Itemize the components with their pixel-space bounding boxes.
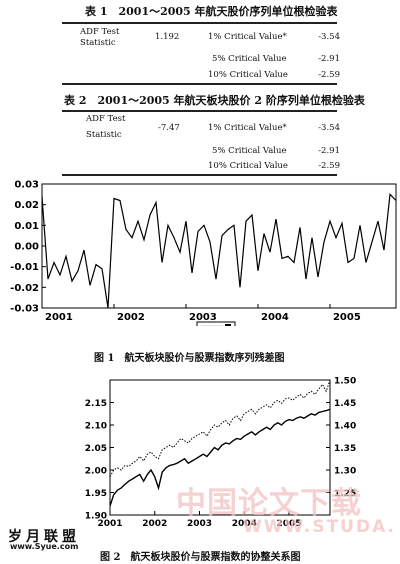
cointegration-chart: 2.15 2.10 2.05 2.00 1.95 1.90 1.50 1.45 1.40 1.35… [85,377,356,530]
x-tick-label: 2004 [232,519,257,529]
table2-row-2-value: -2.91 [318,146,340,156]
x-tick-label: 2002 [117,312,145,323]
x-tick-label: 2005 [333,312,361,323]
legend-marker [225,324,231,326]
x-tick-label: 2003 [187,519,212,529]
figure1-caption: 图 1 航天板块股价与股票指数序列残差图 [94,353,285,364]
table1-row-3-value: -2.59 [318,70,340,80]
right-y-tick-label: 1.25 [334,489,356,499]
table1-row-2-value: -2.91 [318,54,340,64]
table1-top-rule [62,22,337,24]
table1-row-2-label: 5% Critical Value [212,54,287,64]
left-y-tick-label: 2.10 [85,422,107,432]
left-y-tick-label: 1.90 [85,512,107,522]
table1-bottom-rule [62,83,337,85]
table2-stat-label-1: ADF Test [86,114,126,124]
y-tick-label: 0.01 [14,221,39,232]
table2-bottom-rule [62,174,337,176]
left-y-tick-label: 2.05 [85,444,107,454]
left-y-tick-label: 1.95 [85,489,107,499]
x-tick-label: 2001 [45,312,73,323]
table1-stat-value: 1.192 [155,32,180,42]
table2-row-1-label: 1% Critical Value* [208,123,287,133]
y-tick-label: -0.03 [10,304,39,315]
solid-series-line [109,408,331,507]
y-tick-label: -0.02 [10,283,39,294]
table1-stat-label-1: ADF Test [80,27,120,37]
dotted-series-line [109,379,331,477]
watermark-left-url: www.Syue.com [10,542,79,551]
left-y-tick-label: 2.15 [85,399,107,409]
y-tick-label: 0.03 [14,180,39,191]
table2-stat-value: -7.47 [158,123,180,133]
legend-box [196,321,236,326]
table1-row-3-label: 10% Critical Value [208,70,288,80]
residual-chart: 0.03 0.02 0.01 0.00 -0.01 -0.02 -0.03 2001 2002 2… [10,180,397,326]
table2-caption: 表 2 2001～2005 年航天板块股价 2 阶序列单位根检验表 [64,94,365,107]
table2-row-2-label: 5% Critical Value [212,146,287,156]
y-tick-label: 0.02 [14,200,39,211]
right-y-tick-label: 1.35 [334,444,356,454]
x-tick-label: 2004 [261,312,289,323]
watermark-right-url: WWW.STUDA. [243,517,397,537]
table1-row-1-value: -3.54 [318,32,340,42]
table2-row-3-value: -2.59 [318,161,340,171]
table1-caption: 表 1 2001～2005 年航天股价序列单位根检验表 [85,5,338,18]
right-y-tick-label: 1.40 [334,422,356,432]
table1-stat-label-2: Statistic [80,38,116,48]
table1-row-1-label: 1% Critical Value* [208,32,287,42]
y-tick-label: 0.00 [14,242,39,253]
x-tick-label: 2001 [97,519,122,529]
x-tick-label: 2002 [142,519,167,529]
table2-row-1-value: -3.54 [318,123,340,133]
plot-frame [41,183,397,309]
table2-top-rule [62,110,337,112]
figure2-caption: 图 2 航天板块股价与股票指数的协整关系图 [100,552,301,563]
watermark-right: 中国论文下载 [176,486,362,521]
left-y-tick-label: 2.00 [85,467,107,477]
x-tick-label: 2003 [189,312,217,323]
residual-series-line [41,192,397,309]
x-tick-label: 2005 [276,519,301,529]
table2-stat-label-2: Statistic [86,130,122,140]
right-y-tick-label: 1.50 [334,377,356,387]
right-y-tick-label: 1.45 [334,399,356,409]
table2-row-3-label: 10% Critical Value [208,161,288,171]
watermark-left: 岁月联盟 [8,529,80,545]
y-tick-label: -0.01 [10,262,39,273]
right-y-tick-label: 1.30 [334,467,356,477]
